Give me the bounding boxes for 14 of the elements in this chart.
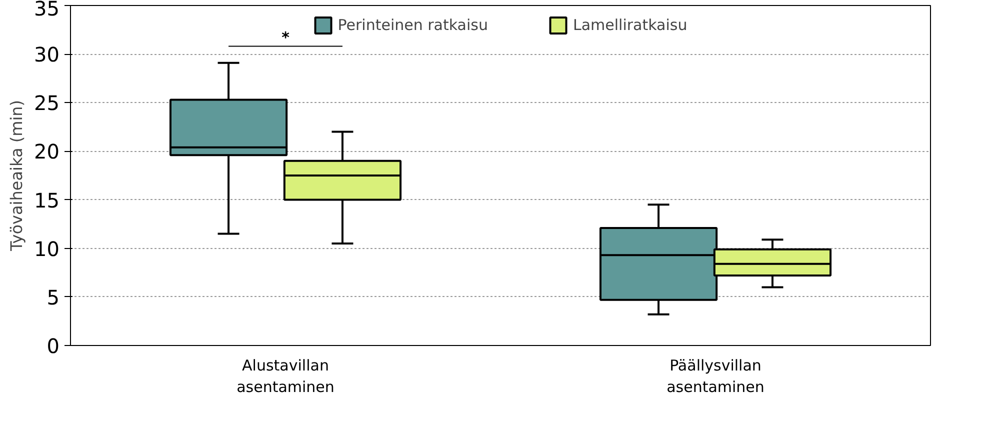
y-axis-title: Työvaiheaika (min) (7, 100, 26, 252)
legend-label: Perinteinen ratkaisu (338, 16, 488, 34)
y-tick-label: 30 (34, 42, 60, 67)
y-tick-label: 25 (34, 91, 60, 116)
y-tick-label: 20 (34, 140, 60, 164)
y-tick-label: 5 (46, 285, 60, 310)
annotation: * (282, 28, 290, 46)
y-tick-label: 15 (34, 188, 60, 212)
x-tick-label: Alustavillan asentaminen (236, 356, 334, 396)
y-tick-label: 35 (34, 0, 60, 20)
x-tick-label: Päällysvillan asentaminen (666, 356, 764, 396)
legend-label: Lamelliratkaisu (572, 16, 688, 34)
y-tick-label: 0 (46, 334, 60, 358)
y-tick-label: 10 (34, 236, 60, 261)
